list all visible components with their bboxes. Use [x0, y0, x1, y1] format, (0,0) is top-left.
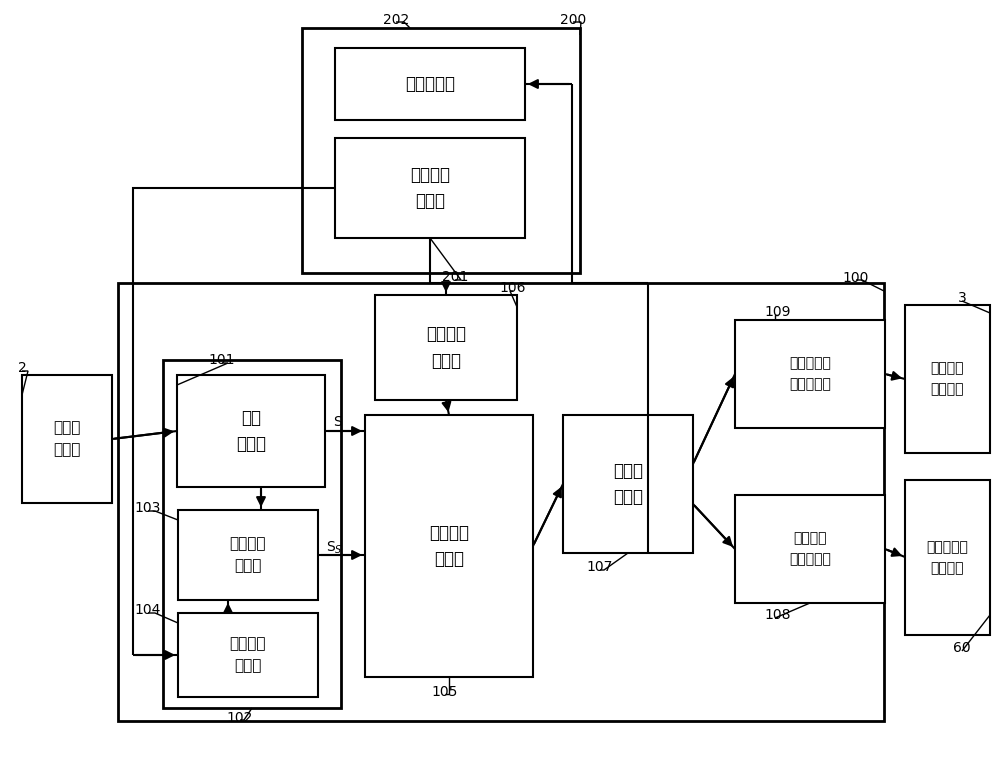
Text: 108: 108	[765, 608, 791, 622]
Text: 103: 103	[135, 501, 161, 515]
Text: 3: 3	[958, 291, 966, 305]
Text: 速度显示部: 速度显示部	[405, 75, 455, 93]
Text: 检查模式
检测部: 检查模式 检测部	[429, 524, 469, 568]
Bar	[375, 295, 517, 400]
Bar	[22, 375, 112, 503]
Text: 201: 201	[442, 270, 468, 284]
Bar	[335, 138, 525, 238]
Text: 非接触
传感器: 非接触 传感器	[53, 420, 81, 458]
Bar	[563, 415, 693, 553]
Text: 109: 109	[765, 305, 791, 319]
Bar	[735, 320, 885, 428]
Text: 曳引机以及
控制装置: 曳引机以及 控制装置	[927, 540, 968, 575]
Text: 速度信号
生成部: 速度信号 生成部	[230, 537, 266, 574]
Text: S: S	[333, 415, 342, 429]
Text: 检查模式
切换部: 检查模式 切换部	[426, 325, 466, 369]
Text: 速度
检测部: 速度 检测部	[236, 409, 266, 453]
Bar	[178, 613, 318, 697]
Text: 102: 102	[227, 711, 253, 725]
Text: 200: 200	[560, 13, 586, 27]
Text: S$_S$: S$_S$	[326, 540, 343, 556]
Text: 电磁铁电源
切断指令部: 电磁铁电源 切断指令部	[789, 356, 831, 391]
Bar	[118, 283, 884, 721]
Text: 202: 202	[383, 13, 409, 27]
Bar	[163, 360, 341, 708]
Text: 100: 100	[843, 271, 869, 285]
Bar	[177, 375, 325, 487]
Text: 101: 101	[209, 353, 235, 367]
Text: 超速度
判定部: 超速度 判定部	[613, 462, 643, 506]
Bar	[905, 480, 990, 635]
Bar	[178, 510, 318, 600]
Text: 106: 106	[500, 281, 526, 295]
Text: 检查模式
指令部: 检查模式 指令部	[410, 166, 450, 211]
Bar	[905, 305, 990, 453]
Bar	[735, 495, 885, 603]
Text: 2: 2	[18, 361, 26, 375]
Bar	[365, 415, 533, 677]
Text: 107: 107	[587, 560, 613, 574]
Text: 105: 105	[432, 685, 458, 699]
Text: 104: 104	[135, 603, 161, 617]
Text: 电动紧急
停止装置: 电动紧急 停止装置	[931, 362, 964, 396]
Text: 60: 60	[953, 641, 971, 655]
Text: 速度模式
设定部: 速度模式 设定部	[230, 636, 266, 673]
Bar	[302, 28, 580, 273]
Bar	[335, 48, 525, 120]
Text: 驱动电源
切断指令部: 驱动电源 切断指令部	[789, 532, 831, 566]
